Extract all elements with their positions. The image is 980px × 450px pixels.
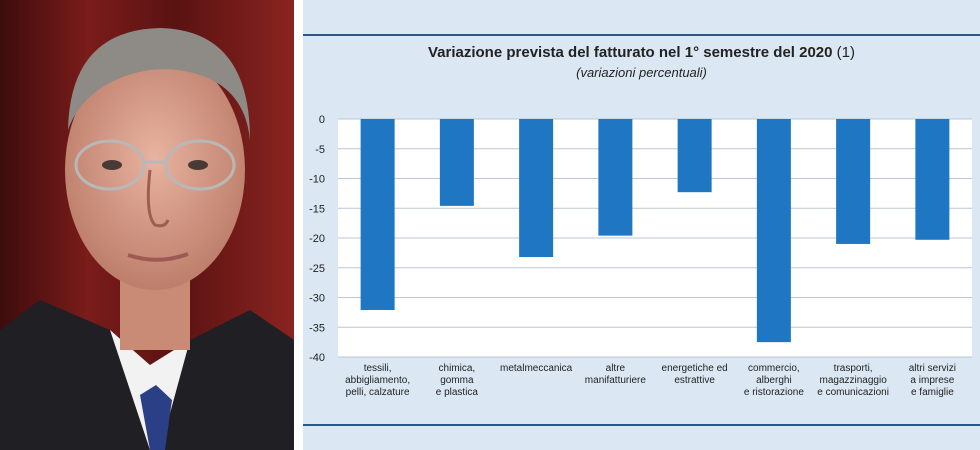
chart-title: Variazione prevista del fatturato nel 1°… (303, 44, 980, 61)
x-tick-label-line: energetiche ed (662, 363, 728, 374)
y-tick-label: -15 (309, 203, 325, 215)
bar-2 (439, 119, 474, 206)
x-tick-label: metalmeccanica (500, 363, 573, 374)
bar-5 (677, 119, 712, 193)
x-tick-label: chimica, gomma e plastica (436, 363, 479, 398)
x-tick-label-line: e famiglie (911, 387, 954, 398)
bar-3 (519, 119, 554, 258)
y-tick-label: -20 (309, 233, 325, 245)
y-tick-label: 0 (319, 114, 325, 126)
chart-panel: Variazione prevista del fatturato nel 1°… (303, 0, 980, 450)
top-rule (303, 34, 980, 36)
x-tick-label-line: abbigliamento, (345, 375, 410, 386)
x-tick-label-line: e plastica (436, 387, 479, 398)
chart-title-text: Variazione prevista del fatturato nel 1°… (427, 44, 833, 61)
x-tick-label: commercio, alberghi e ristorazione (744, 363, 804, 398)
bar-7 (836, 119, 871, 244)
x-tick-label-line: manifatturiere (585, 375, 647, 386)
x-tick-label-line: commercio, (748, 363, 800, 374)
x-tick-label: altri servizi a imprese e famiglie (909, 363, 956, 398)
x-tick-label-line: trasporti, (834, 363, 873, 374)
bar-6 (756, 119, 791, 343)
x-tick-label-line: altri servizi (909, 363, 956, 374)
portrait-illustration (0, 0, 294, 450)
x-tick-label-line: e comunicazioni (817, 387, 889, 398)
x-tick-label-line: alberghi (756, 375, 792, 386)
x-tick-label-line: pelli, calzature (346, 387, 410, 398)
y-tick-label: -35 (309, 322, 325, 334)
portrait-photo (0, 0, 294, 450)
x-tick-label: altre manifatturiere (585, 363, 647, 386)
bar-chart: 0 -5 -10 -15 -20 -25 -30 -35 -40 tessili, abbiglia… (309, 114, 972, 398)
x-tick-label-line: metalmeccanica (500, 363, 573, 374)
x-tick-label: tessili, abbigliamento, pelli, calzature (345, 363, 410, 398)
bar-8 (915, 119, 950, 240)
x-tick-label: trasporti, magazzinaggio e comunicazioni (817, 363, 889, 398)
y-tick-label: -25 (309, 263, 325, 275)
x-tick-label-line: altre (606, 363, 626, 374)
bar-4 (598, 119, 633, 236)
x-tick-label-line: e ristorazione (744, 387, 804, 398)
chart-subtitle: (variazioni percentuali) (576, 65, 707, 80)
x-tick-label-line: gomma (440, 375, 474, 386)
x-tick-label-line: chimica, (439, 363, 476, 374)
chart-title-note: (1) (836, 44, 856, 61)
x-tick-label-line: a imprese (910, 375, 954, 386)
x-tick-label-line: estrattive (674, 375, 715, 386)
y-tick-label: -40 (309, 352, 325, 364)
y-tick-label: -10 (309, 174, 325, 186)
bar-1 (360, 119, 395, 310)
x-tick-label-line: tessili, (364, 363, 392, 374)
x-tick-label: energetiche ed estrattive (662, 363, 728, 386)
x-tick-label-line: magazzinaggio (819, 375, 887, 386)
bottom-rule (303, 424, 980, 426)
y-tick-label: -30 (309, 293, 325, 305)
y-tick-label: -5 (315, 144, 325, 156)
